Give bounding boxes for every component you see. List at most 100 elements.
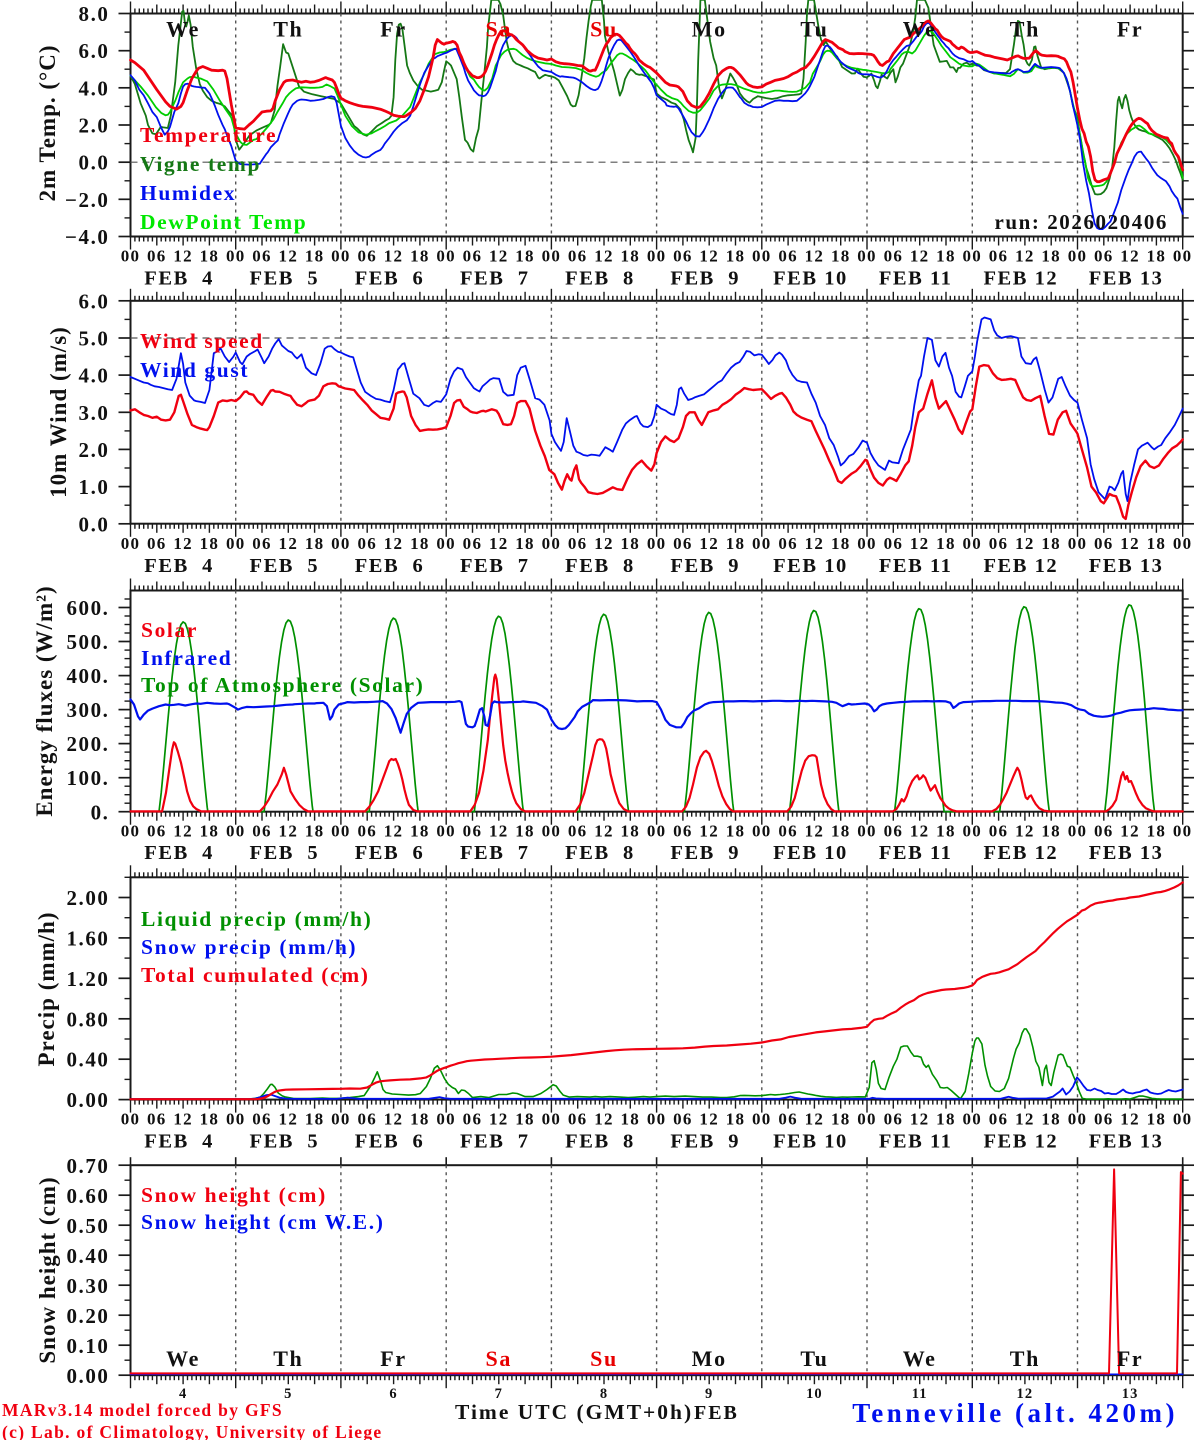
svg-text:18: 18 <box>200 247 220 266</box>
svg-text:0.30: 0.30 <box>66 1274 109 1298</box>
svg-text:Sa: Sa <box>485 1346 512 1371</box>
svg-text:Th: Th <box>1010 17 1040 42</box>
svg-text:00: 00 <box>752 1110 772 1129</box>
svg-text:00: 00 <box>752 822 772 841</box>
svg-text:18: 18 <box>410 247 430 266</box>
svg-text:Time UTC (GMT+0h): Time UTC (GMT+0h) <box>455 1400 693 1424</box>
svg-text:FEB 7: FEB 7 <box>460 268 530 290</box>
svg-text:12: 12 <box>1017 1386 1034 1402</box>
svg-text:00: 00 <box>857 822 877 841</box>
svg-text:00: 00 <box>121 1110 141 1129</box>
svg-text:12: 12 <box>1015 247 1035 266</box>
svg-text:0.0: 0.0 <box>79 151 110 175</box>
svg-text:FEB 10: FEB 10 <box>773 268 848 290</box>
svg-text:Tu: Tu <box>800 1346 828 1371</box>
svg-text:06: 06 <box>989 1110 1009 1129</box>
svg-text:00: 00 <box>331 1110 351 1129</box>
svg-text:00: 00 <box>647 1110 667 1129</box>
svg-text:12: 12 <box>699 1110 719 1129</box>
svg-text:18: 18 <box>515 534 535 553</box>
svg-text:0.60: 0.60 <box>66 1184 109 1208</box>
svg-text:FEB 13: FEB 13 <box>1089 1131 1164 1153</box>
svg-text:FEB 11: FEB 11 <box>879 1131 953 1153</box>
svg-text:00: 00 <box>1173 247 1193 266</box>
svg-text:06: 06 <box>778 247 798 266</box>
svg-text:Fr: Fr <box>380 17 407 42</box>
svg-text:Tenneville (alt. 420m): Tenneville (alt. 420m) <box>852 1398 1178 1428</box>
svg-text:Fr: Fr <box>1117 17 1144 42</box>
svg-text:FEB 5: FEB 5 <box>250 842 320 864</box>
svg-text:00: 00 <box>647 822 667 841</box>
svg-text:00: 00 <box>436 1110 456 1129</box>
svg-text:0.40: 0.40 <box>66 1244 109 1268</box>
svg-text:12: 12 <box>910 1110 930 1129</box>
svg-text:00: 00 <box>752 534 772 553</box>
svg-text:00: 00 <box>226 534 246 553</box>
svg-text:FEB 13: FEB 13 <box>1089 555 1164 577</box>
svg-text:00: 00 <box>436 822 456 841</box>
svg-text:Energy fluxes (W/m²): Energy fluxes (W/m²) <box>32 585 57 816</box>
svg-text:Snow precip (mm/h): Snow precip (mm/h) <box>141 935 357 959</box>
svg-text:18: 18 <box>515 1110 535 1129</box>
svg-text:FEB 10: FEB 10 <box>773 842 848 864</box>
svg-text:18: 18 <box>936 822 956 841</box>
svg-text:12: 12 <box>384 822 404 841</box>
svg-text:00: 00 <box>1173 534 1193 553</box>
svg-text:18: 18 <box>831 822 851 841</box>
svg-text:Th: Th <box>273 17 303 42</box>
svg-text:400.: 400. <box>66 664 109 688</box>
svg-text:00: 00 <box>962 822 982 841</box>
svg-text:12: 12 <box>699 247 719 266</box>
svg-text:18: 18 <box>1147 822 1167 841</box>
svg-text:FEB 8: FEB 8 <box>565 555 635 577</box>
svg-text:00: 00 <box>226 1110 246 1129</box>
svg-text:06: 06 <box>357 822 377 841</box>
svg-text:(c) Lab. of Climatology, Unive: (c) Lab. of Climatology, University of L… <box>2 1422 382 1440</box>
svg-text:18: 18 <box>305 534 325 553</box>
svg-text:FEB 8: FEB 8 <box>565 268 635 290</box>
svg-text:06: 06 <box>357 534 377 553</box>
svg-text:We: We <box>166 1346 200 1371</box>
svg-text:12: 12 <box>805 1110 825 1129</box>
svg-text:06: 06 <box>778 1110 798 1129</box>
svg-text:06: 06 <box>568 822 588 841</box>
svg-text:−4.0: −4.0 <box>65 225 110 249</box>
svg-text:Mo: Mo <box>692 1346 727 1371</box>
svg-text:2.0: 2.0 <box>79 114 110 138</box>
svg-text:12: 12 <box>279 1110 299 1129</box>
svg-text:FEB 13: FEB 13 <box>1089 842 1164 864</box>
svg-text:12: 12 <box>173 534 193 553</box>
svg-text:18: 18 <box>831 247 851 266</box>
svg-text:06: 06 <box>252 822 272 841</box>
svg-text:500.: 500. <box>66 630 109 654</box>
svg-text:7: 7 <box>495 1386 503 1402</box>
svg-text:00: 00 <box>1068 822 1088 841</box>
svg-text:Precip (mm/h): Precip (mm/h) <box>34 911 59 1066</box>
svg-text:FEB 9: FEB 9 <box>670 555 740 577</box>
svg-text:18: 18 <box>1041 1110 1061 1129</box>
svg-text:06: 06 <box>568 247 588 266</box>
svg-text:18: 18 <box>305 822 325 841</box>
svg-text:FEB 11: FEB 11 <box>879 555 953 577</box>
svg-text:06: 06 <box>463 822 483 841</box>
svg-text:06: 06 <box>568 1110 588 1129</box>
svg-text:00: 00 <box>752 247 772 266</box>
svg-text:FEB 9: FEB 9 <box>670 1131 740 1153</box>
svg-text:06: 06 <box>673 1110 693 1129</box>
svg-text:06: 06 <box>884 1110 904 1129</box>
svg-text:06: 06 <box>252 247 272 266</box>
svg-text:18: 18 <box>305 1110 325 1129</box>
svg-text:13: 13 <box>1122 1386 1139 1402</box>
svg-text:12: 12 <box>384 534 404 553</box>
svg-text:Mo: Mo <box>692 17 727 42</box>
svg-text:Temperature: Temperature <box>140 123 277 147</box>
svg-text:18: 18 <box>410 1110 430 1129</box>
svg-text:Wind gust: Wind gust <box>140 358 249 382</box>
svg-text:FEB 5: FEB 5 <box>250 1131 320 1153</box>
svg-text:Liquid precip (mm/h): Liquid precip (mm/h) <box>141 907 372 931</box>
svg-text:18: 18 <box>1147 1110 1167 1129</box>
svg-text:12: 12 <box>173 247 193 266</box>
svg-text:FEB 7: FEB 7 <box>460 842 530 864</box>
svg-text:−2.0: −2.0 <box>65 188 110 212</box>
svg-text:0.80: 0.80 <box>66 1007 109 1031</box>
